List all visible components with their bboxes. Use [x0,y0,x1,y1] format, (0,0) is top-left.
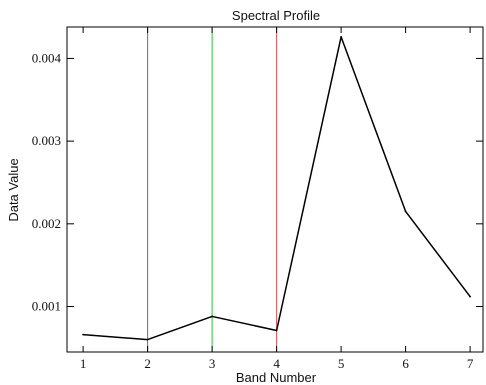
chart-title: Spectral Profile [232,8,320,23]
x-tick-label-6: 6 [402,356,409,371]
series-layer [82,36,472,341]
x-tick-label-5: 5 [338,356,345,371]
y-tick-label-0: 0.001 [32,299,61,314]
data-point-band-6 [404,210,407,213]
x-tick-label-4: 4 [273,356,280,371]
x-tick-label-1: 1 [80,356,87,371]
y-tick-label-2: 0.003 [32,133,61,148]
x-tick-label-2: 2 [144,356,151,371]
data-point-band-7 [469,295,472,298]
x-tick-label-3: 3 [209,356,216,371]
data-point-band-5 [340,36,343,38]
data-point-band-4 [275,329,278,332]
y-axis-label: Data Value [6,158,21,221]
data-point-band-3 [211,315,214,318]
y-tick-label-3: 0.004 [32,50,62,65]
band-marker-layer [147,27,278,352]
x-axis-label: Band Number [236,370,317,385]
tick-layer: 1 2 3 4 5 6 7 0.001 0.002 0.003 0.004 [32,27,483,371]
data-point-band-1 [82,333,85,336]
plot-frame [66,26,484,353]
x-tick-label-7: 7 [467,356,474,371]
data-point-band-2 [146,338,149,341]
y-tick-label-1: 0.002 [32,216,61,231]
